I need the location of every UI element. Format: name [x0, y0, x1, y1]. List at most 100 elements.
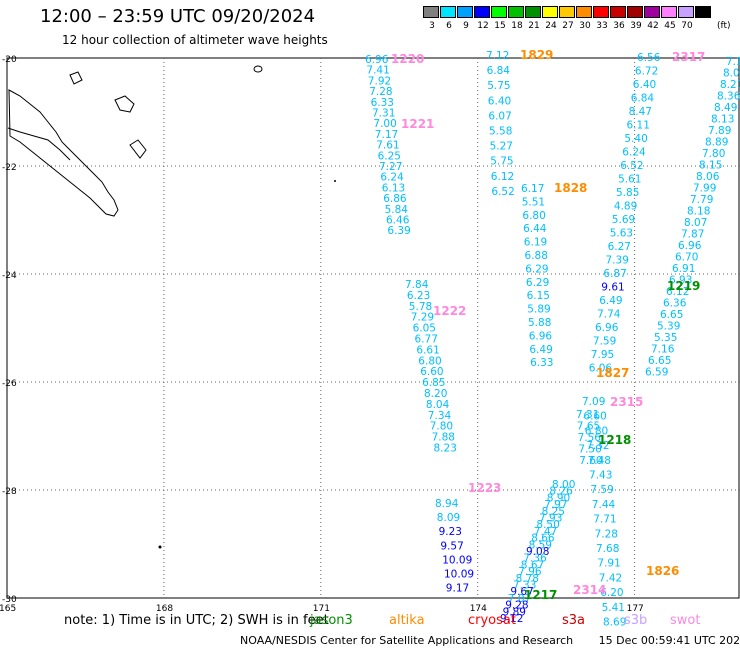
map-frame: [6, 57, 740, 599]
swh-value: 6.27: [608, 241, 631, 253]
lat-label: -20: [2, 55, 17, 65]
legend-tick: 42: [647, 21, 659, 31]
swh-value: 6.15: [527, 290, 550, 302]
coastline-island: [334, 180, 336, 182]
swh-value: 9.12: [500, 613, 523, 625]
swh-value: 6.80: [522, 210, 545, 222]
swh-value: 6.70: [675, 252, 698, 264]
swh-value: 8.18: [687, 206, 710, 218]
coastline-new-caledonia: [8, 89, 119, 217]
swh-value: 6.60: [583, 411, 606, 423]
swh-value: 7.59: [590, 484, 613, 496]
track-time-label: 1827: [596, 366, 629, 380]
coastline-island: [69, 71, 83, 85]
swh-value: 8.21: [720, 79, 740, 91]
legend-tick: 15: [494, 21, 506, 31]
swh-value: 6.40: [488, 95, 511, 107]
swh-value: 7.42: [599, 572, 622, 584]
satellite-cryosat: cryosat: [468, 613, 516, 628]
legend-tick: 6: [446, 21, 452, 31]
swh-value: 7.17: [375, 129, 398, 141]
swh-value: 8.47: [629, 106, 652, 118]
swh-value: 7.84: [405, 279, 429, 291]
swh-value: 8.89: [705, 137, 728, 149]
swh-value: 6.39: [387, 225, 410, 237]
swh-value: 6.07: [488, 110, 511, 122]
swh-value: 7.34: [428, 410, 452, 422]
track-time-label: 1826: [646, 564, 679, 578]
lat-label: -28: [2, 487, 17, 497]
swh-value: 7.89: [708, 125, 731, 137]
swh-value: 7.91: [597, 558, 620, 570]
swh-value: 10.09: [444, 569, 474, 581]
swh-value: 6.59: [645, 367, 668, 379]
swh-value: 6.33: [530, 357, 553, 369]
swh-value: 8.15: [699, 160, 722, 172]
swh-value: 7.28: [369, 86, 392, 98]
legend-tick: 39: [630, 21, 642, 31]
lon-label: 171: [313, 604, 330, 614]
legend-tick: 33: [596, 21, 608, 31]
track-time-label: 1829: [520, 48, 553, 62]
swh-value: 5.85: [616, 187, 639, 199]
coastline-reef: [7, 127, 71, 161]
swh-value: 7.87: [681, 229, 704, 241]
legend-swatch: [525, 6, 541, 18]
swh-value: 9.61: [601, 282, 624, 294]
swh-value: 5.41: [602, 602, 625, 614]
swh-value: 6.36: [663, 298, 687, 310]
lat-label: -30: [2, 595, 17, 605]
swh-value: 6.80: [418, 355, 441, 367]
swh-value: 9.67: [510, 586, 533, 598]
swh-value: 8.78: [516, 573, 539, 585]
legend-swatch: [678, 6, 694, 18]
swh-value: 7.27: [379, 161, 402, 173]
swh-value: 6.40: [633, 79, 656, 91]
lon-label: 165: [0, 604, 16, 614]
swh-value: 6.33: [371, 97, 394, 109]
legend-swatch: [559, 6, 575, 18]
track-time-label: 2314: [573, 583, 606, 597]
legend-tick: 27: [562, 21, 574, 31]
track-time-label: 2317: [672, 50, 705, 64]
swh-value: 8.06: [696, 171, 720, 183]
swh-value: 6.85: [422, 377, 445, 389]
swh-value: 7.97: [544, 499, 567, 511]
legend-swatch: [627, 6, 643, 18]
legend-swatch: [474, 6, 490, 18]
track-time-label: 1221: [401, 117, 434, 131]
swh-value: 8.50: [536, 519, 559, 531]
swh-value: 7.74: [597, 309, 621, 321]
swh-value: 8.0: [723, 68, 740, 80]
swh-value: 7.96: [518, 566, 542, 578]
swh-value: 6.96: [529, 330, 553, 342]
legend-tick: 12: [477, 21, 489, 31]
swh-value: 8.66: [531, 533, 555, 545]
swh-value: 6.05: [413, 323, 436, 335]
swh-value: 7.99: [693, 183, 716, 195]
swh-value: 6.61: [416, 344, 439, 356]
swh-value: 6.24: [622, 147, 646, 159]
swh-value: 6.52: [491, 186, 514, 198]
swh-value: 5.75: [490, 156, 513, 168]
swh-value: 7.71: [593, 514, 616, 526]
coastline-island: [253, 65, 263, 73]
swh-value: 9.23: [439, 526, 462, 538]
track-time-label: 1828: [554, 181, 587, 195]
swh-value: 8.36: [717, 91, 740, 103]
swh-value: 6.60: [420, 366, 443, 378]
swh-value: 6.72: [635, 66, 658, 78]
satellite-s3b: s3b: [624, 613, 648, 628]
map-subtitle: 12 hour collection of altimeter wave hei…: [62, 33, 328, 47]
swh-value: 5.27: [490, 141, 513, 153]
legend-tick: 18: [511, 21, 523, 31]
swh-value: 9.89: [503, 606, 526, 618]
coastline-island: [158, 545, 162, 549]
swh-value: 5.39: [657, 321, 680, 333]
swh-value: 5.89: [527, 304, 550, 316]
legend-swatch: [457, 6, 473, 18]
swh-value: 8.23: [434, 443, 457, 455]
swh-value: 7.59: [593, 336, 616, 348]
track-time-label: 1218: [598, 433, 631, 447]
swh-value: 7.61: [376, 140, 399, 152]
